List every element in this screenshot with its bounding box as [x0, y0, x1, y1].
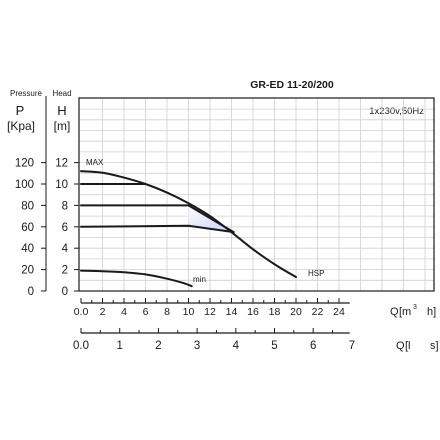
- plot-frame: [78, 97, 435, 292]
- flow-ls-symbol: Q: [396, 340, 405, 352]
- flow-ls-tick-label: 0.0: [73, 340, 89, 352]
- flow-m3h-unit-close: h]: [427, 306, 436, 318]
- pressure-tick-label: 20: [21, 265, 34, 277]
- flow-m3h-tick-label: 24: [333, 306, 345, 318]
- flow-ls-tick-label: 3: [194, 340, 200, 352]
- head-tick-label: 10: [55, 179, 68, 191]
- min-curve-label: min: [193, 275, 206, 284]
- flow-m3h-tick-label: 14: [226, 306, 238, 318]
- head-caption: Head: [52, 89, 71, 98]
- left-axes: 0 20 40 60 80 100 120 0 2 4 6 8 10 12: [15, 96, 79, 298]
- pressure-symbol: P: [16, 103, 25, 118]
- hsp-curve-label: HSP: [308, 269, 324, 278]
- max-curve-label: MAX: [86, 158, 104, 167]
- min-curve: [80, 269, 193, 288]
- flow-m3h-tick-label: 4: [121, 306, 127, 318]
- flow-m3h-label: Q [m 3 h]: [390, 304, 436, 318]
- flow-m3h-tick-label: 20: [290, 306, 302, 318]
- flow-ls-axis: 0.0 1 2 3 4 5 6 7: [73, 328, 355, 352]
- speed-curve-8m: [80, 204, 235, 234]
- flow-m3h-axis: 0.0 2 4 6 8 10 12 14 16 18 20 22 24: [74, 298, 350, 318]
- flow-m3h-tick-label: 12: [204, 306, 216, 318]
- pressure-tick-label: 0: [28, 286, 34, 298]
- flow-m3h-tick-label: 2: [100, 306, 106, 318]
- head-tick-label: 2: [62, 265, 68, 277]
- flow-m3h-unit-sup: 3: [413, 304, 417, 311]
- head-tick-label: 12: [55, 158, 68, 170]
- supply-annotation: 1x230v,50Hz: [369, 106, 424, 117]
- pressure-tick-label: 40: [21, 243, 34, 255]
- flow-ls-tick-label: 2: [155, 340, 161, 352]
- grid-lines: [79, 98, 434, 291]
- head-tick-label: 0: [62, 286, 68, 298]
- head-unit: [m]: [54, 119, 71, 133]
- flow-ls-tick-label: 4: [233, 340, 240, 352]
- head-tick-label: 8: [62, 200, 68, 212]
- flow-m3h-tick-label: 6: [143, 306, 149, 318]
- flow-ls-tick-label: 5: [271, 340, 277, 352]
- max-curve: [80, 170, 297, 279]
- pressure-tick-label: 80: [21, 200, 34, 212]
- chart-title: GR-ED 11-20/200: [250, 79, 334, 91]
- head-tick-label: 6: [62, 222, 68, 234]
- pressure-tick-label: 120: [15, 158, 34, 170]
- flow-m3h-tick-label: 18: [269, 306, 281, 318]
- flow-ls-tick-label: 1: [116, 340, 122, 352]
- flow-ls-unit-close: s]: [430, 340, 439, 352]
- flow-m3h-unit-open: [m: [399, 306, 411, 318]
- flow-ls-label: Q [l s]: [396, 340, 439, 352]
- head-tick-label: 4: [62, 243, 69, 255]
- flow-m3h-tick-label: 10: [183, 306, 195, 318]
- flow-ls-tick-label: 6: [310, 340, 316, 352]
- flow-ls-unit-open: [l: [405, 340, 411, 352]
- flow-m3h-tick-label: 8: [164, 306, 170, 318]
- pressure-caption: Pressure: [10, 89, 43, 98]
- pressure-tick-label: 100: [15, 179, 34, 191]
- flow-ls-tick-label: 7: [349, 340, 355, 352]
- pressure-unit: [Kpa]: [7, 119, 35, 133]
- speed-curve-6m: [80, 224, 235, 234]
- flow-m3h-tick-label: 16: [247, 306, 259, 318]
- flow-m3h-symbol: Q: [390, 306, 399, 318]
- pressure-tick-label: 60: [21, 222, 34, 234]
- pump-curves: [80, 170, 297, 288]
- flow-m3h-tick-label: 0.0: [74, 306, 89, 318]
- flow-m3h-tick-label: 22: [312, 306, 324, 318]
- head-symbol: H: [57, 103, 66, 118]
